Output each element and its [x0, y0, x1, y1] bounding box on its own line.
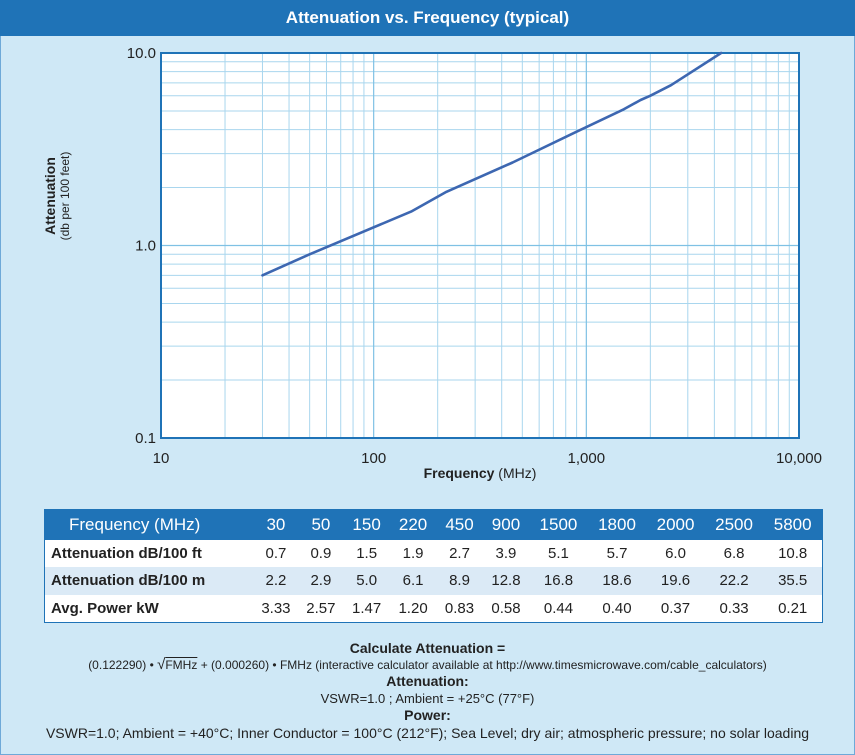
- table-cell: 16.8: [543, 572, 574, 590]
- x-tick-label: 100: [361, 450, 386, 467]
- table-cell: 2.57: [306, 599, 336, 617]
- table-cell: 10.8: [778, 545, 808, 563]
- y-axis-label: Attenuation: [42, 157, 58, 235]
- table-cell: 8.9: [449, 572, 470, 590]
- table-row: Attenuation dB/100 ft 0.7 0.9 1.5 1.9 2.7 3.9 5…: [45, 540, 822, 567]
- x-tick-label: 10: [153, 450, 170, 467]
- table-cell: 5.7: [606, 545, 628, 563]
- table-row-label: Attenuation dB/100 ft: [51, 545, 202, 563]
- table-row: Attenuation dB/100 m 2.2 2.9 5.0 6.1 8.9 12.8 1…: [45, 567, 822, 595]
- table-header-label: Frequency (MHz): [69, 515, 201, 534]
- table-header-freq: 1500: [539, 515, 578, 534]
- table-cell: 3.33: [261, 599, 291, 617]
- table-cell: 22.2: [719, 572, 749, 590]
- plot-border: [160, 52, 800, 439]
- x-tick-label: 10,000: [776, 450, 822, 467]
- table-row-label: Avg. Power kW: [51, 599, 159, 617]
- formula-part-a: (0.122290) •: [88, 658, 154, 672]
- table-cell: 0.58: [491, 599, 521, 617]
- table-cell: 1.20: [398, 599, 428, 617]
- x-tick-label: 1,000: [568, 450, 606, 467]
- table-cell: 1.47: [352, 599, 382, 617]
- y-tick-label: 10.0: [127, 45, 156, 62]
- table-cell: 0.9: [310, 545, 332, 563]
- calc-title: Calculate Attenuation =: [349, 640, 506, 656]
- table-cell: 0.83: [444, 599, 475, 617]
- table-cell: 0.40: [602, 599, 632, 617]
- table-cell: 2.2: [265, 572, 287, 590]
- table-header-freq: 150: [352, 515, 381, 534]
- table-cell: 6.8: [723, 545, 745, 563]
- spec-table: Frequency (MHz) 30 50 150 220 450 900 1500 1800…: [44, 509, 823, 623]
- y-axis-sublabel: (db per 100 feet): [58, 152, 72, 241]
- table-cell: 19.6: [660, 572, 691, 590]
- table-header-freq: 900: [491, 515, 521, 534]
- notes-block: Calculate Attenuation = (0.122290) • √FM…: [0, 640, 855, 742]
- table-header-freq: 50: [311, 515, 331, 534]
- sqrt-symbol: √: [157, 656, 166, 673]
- formula-part-b: + (0.000260) •: [200, 658, 277, 672]
- table-header-freq: 450: [445, 515, 474, 534]
- formula-part-c: FMHz (interactive calculator available a…: [279, 658, 767, 672]
- table-cell: 2.9: [310, 572, 332, 590]
- formula-sqrt-term: FMHz: [165, 658, 198, 672]
- table-cell: 2.7: [449, 545, 470, 563]
- table-row: Avg. Power kW 3.33 2.57 1.47 1.20 0.83 0.58 0.4…: [45, 595, 822, 622]
- table-header-freq: 5800: [773, 515, 812, 534]
- chart-title: Attenuation vs. Frequency (typical): [0, 0, 855, 36]
- table-body: Attenuation dB/100 ft 0.7 0.9 1.5 1.9 2.7 3.9 5…: [45, 540, 822, 622]
- table-cell: 5.0: [356, 572, 378, 590]
- attenuation-chart: 10 100 1,000 10,000 0.1 1.0 10.0 Frequency (MHz…: [42, 45, 822, 481]
- attenuation-conditions: VSWR=1.0 ; Ambient = +25°C (77°F): [320, 691, 535, 706]
- power-conditions: VSWR=1.0; Ambient = +40°C; Inner Conduct…: [45, 725, 810, 741]
- table-cell: 6.1: [402, 572, 424, 590]
- series-line: [261, 51, 723, 277]
- formula-line: (0.122290) • √FMHz + (0.000260) • FMHz (…: [0, 657, 855, 673]
- table-cell: 3.9: [495, 545, 517, 563]
- table-cell: 0.33: [719, 599, 749, 617]
- table-cell: 12.8: [491, 572, 521, 590]
- table-cell: 5.1: [548, 545, 569, 563]
- table-cell: 0.7: [265, 545, 287, 563]
- table-cell: 6.0: [665, 545, 686, 563]
- table-cell: 0.37: [660, 599, 691, 617]
- attenuation-title: Attenuation:: [386, 673, 469, 689]
- table-header-row: Frequency (MHz) 30 50 150 220 450 900 1500 1800…: [45, 510, 822, 540]
- table-cell: 0.21: [778, 599, 808, 617]
- table-header-freq: 1800: [598, 515, 636, 534]
- table-header-freq: 220: [398, 515, 428, 534]
- table-row-label: Attenuation dB/100 m: [51, 572, 206, 590]
- y-tick-label: 1.0: [135, 238, 156, 255]
- table-cell: 18.6: [602, 572, 632, 590]
- power-title: Power:: [404, 707, 451, 723]
- table-header-freq: 2500: [715, 515, 753, 534]
- table-cell: 0.44: [543, 599, 574, 617]
- x-axis-label: Frequency (MHz): [424, 465, 537, 481]
- y-tick-label: 0.1: [135, 430, 156, 447]
- table-cell: 35.5: [778, 572, 808, 590]
- table-header-freq: 2000: [656, 515, 695, 534]
- table-cell: 1.5: [356, 545, 378, 563]
- table-cell: 1.9: [402, 545, 424, 563]
- table-header-freq: 30: [266, 515, 286, 534]
